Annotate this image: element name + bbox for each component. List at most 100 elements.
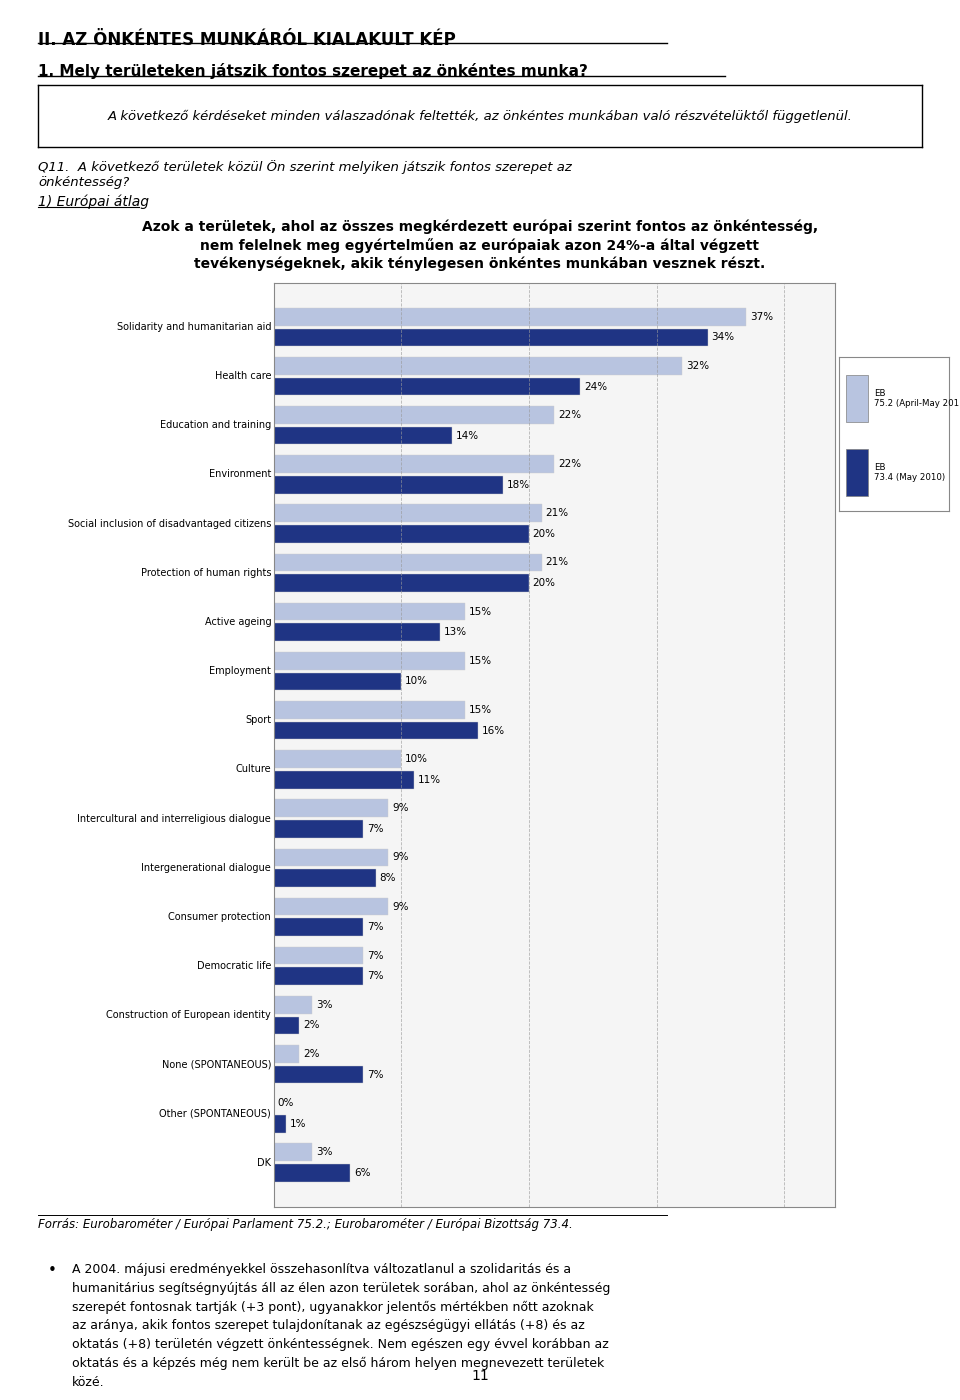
Text: Protection of human rights: Protection of human rights <box>141 568 271 578</box>
Text: Forrás: Eurobarométer / Európai Parlament 75.2.; Eurobarométer / Európai Bizotts: Forrás: Eurobarométer / Európai Parlamen… <box>38 1218 573 1231</box>
Text: 7%: 7% <box>367 823 383 834</box>
Text: 15%: 15% <box>468 606 492 616</box>
Text: 13%: 13% <box>444 627 467 637</box>
Bar <box>846 375 868 421</box>
Bar <box>274 525 529 543</box>
Bar <box>274 848 389 867</box>
Bar <box>274 1114 286 1133</box>
Text: EB
73.4 (May 2010): EB 73.4 (May 2010) <box>875 463 946 482</box>
Text: Intercultural and interreligious dialogue: Intercultural and interreligious dialogu… <box>78 813 271 823</box>
Text: 0%: 0% <box>277 1098 294 1107</box>
Text: •: • <box>48 1263 57 1278</box>
Text: 9%: 9% <box>393 853 409 862</box>
Text: DK: DK <box>257 1158 271 1168</box>
Text: 7%: 7% <box>367 1070 383 1079</box>
Text: A 2004. májusi eredményekkel összehasonlítva változatlanul a szolidaritás és a: A 2004. májusi eredményekkel összehasonl… <box>72 1263 571 1275</box>
Text: közé.: közé. <box>72 1376 105 1389</box>
Text: Azok a területek, ahol az összes megkérdezett európai szerint fontos az önkéntes: Azok a területek, ahol az összes megkérd… <box>142 220 818 234</box>
Bar <box>274 869 375 886</box>
Bar <box>274 574 529 592</box>
Bar <box>274 406 554 424</box>
Text: 15%: 15% <box>468 706 492 715</box>
Text: Solidarity and humanitarian aid: Solidarity and humanitarian aid <box>117 322 271 332</box>
Text: szerepét fontosnak tartják (+3 pont), ugyanakkor jelentős mértékben nőtt azoknak: szerepét fontosnak tartják (+3 pont), ug… <box>72 1301 593 1313</box>
Bar <box>274 1144 312 1161</box>
Bar <box>274 553 541 571</box>
Bar <box>274 652 465 669</box>
Bar <box>274 995 312 1014</box>
Text: 2%: 2% <box>303 1049 320 1058</box>
Text: 32%: 32% <box>685 361 709 371</box>
Bar <box>274 918 363 937</box>
Bar <box>274 771 414 788</box>
Bar <box>274 476 503 494</box>
Text: Active ageing: Active ageing <box>204 617 271 627</box>
Text: EB
75.2 (April-May 2011): EB 75.2 (April-May 2011) <box>875 389 960 409</box>
Text: 3%: 3% <box>316 1000 332 1009</box>
Text: 1. Mely területeken játszik fontos szerepet az önkéntes munka?: 1. Mely területeken játszik fontos szere… <box>38 63 588 78</box>
Text: Consumer protection: Consumer protection <box>168 911 271 921</box>
Text: az aránya, akik fontos szerepet tulajdonítanak az egészségügyi ellátás (+8) és a: az aránya, akik fontos szerepet tulajdon… <box>72 1319 585 1333</box>
Text: 22%: 22% <box>558 410 582 420</box>
Bar <box>274 750 401 767</box>
Bar <box>274 967 363 986</box>
Text: Construction of European identity: Construction of European identity <box>107 1011 271 1021</box>
Text: Q11.  A következő területek közül Ön szerint melyiken játszik fontos szerepet az: Q11. A következő területek közül Ön szer… <box>38 160 572 174</box>
Text: humanitárius segítségnyújtás áll az élen azon területek sorában, ahol az önkénte: humanitárius segítségnyújtás áll az élen… <box>72 1282 611 1295</box>
Text: Employment: Employment <box>209 666 271 676</box>
Text: None (SPONTANEOUS): None (SPONTANEOUS) <box>161 1060 271 1070</box>
Text: A következő kérdéseket minden válaszadónak feltették, az önkéntes munkában való : A következő kérdéseket minden válaszadón… <box>108 109 852 123</box>
Bar <box>846 449 868 496</box>
Bar <box>274 308 746 326</box>
Bar <box>274 427 452 444</box>
Text: 15%: 15% <box>468 655 492 666</box>
Bar <box>274 1016 300 1035</box>
Text: 24%: 24% <box>584 382 607 392</box>
Bar <box>274 603 465 620</box>
Bar <box>274 701 465 718</box>
Text: 7%: 7% <box>367 951 383 960</box>
Text: Other (SPONTANEOUS): Other (SPONTANEOUS) <box>159 1109 271 1119</box>
Text: Democratic life: Democratic life <box>197 960 271 972</box>
Text: 20%: 20% <box>533 578 556 588</box>
Text: 8%: 8% <box>379 874 396 883</box>
Text: oktatás és a képzés még nem került be az első három helyen megnevezett területek: oktatás és a képzés még nem került be az… <box>72 1358 604 1371</box>
Text: oktatás (+8) területén végzett önkéntességnek. Nem egészen egy évvel korábban az: oktatás (+8) területén végzett önkéntess… <box>72 1338 609 1351</box>
Text: 7%: 7% <box>367 972 383 981</box>
Bar <box>274 946 363 965</box>
Text: 6%: 6% <box>354 1168 371 1177</box>
Text: 20%: 20% <box>533 529 556 539</box>
Text: Sport: Sport <box>245 715 271 725</box>
Text: önkéntesség?: önkéntesség? <box>38 176 130 189</box>
Text: 16%: 16% <box>482 725 505 735</box>
Text: 37%: 37% <box>750 312 773 322</box>
Text: Social inclusion of disadvantaged citizens: Social inclusion of disadvantaged citize… <box>68 518 271 529</box>
Bar <box>274 672 401 690</box>
Text: 3%: 3% <box>316 1147 332 1158</box>
Text: 21%: 21% <box>545 508 568 518</box>
Text: 14%: 14% <box>456 431 479 441</box>
Text: 34%: 34% <box>711 332 734 343</box>
Bar <box>274 329 708 346</box>
Text: Environment: Environment <box>208 469 271 479</box>
Bar <box>274 455 554 473</box>
Text: 7%: 7% <box>367 923 383 932</box>
Bar <box>274 1065 363 1084</box>
Text: 10%: 10% <box>405 676 428 686</box>
Bar <box>274 378 580 395</box>
Bar <box>274 799 389 818</box>
Text: 1) Európai átlag: 1) Európai átlag <box>38 195 150 209</box>
Text: 11: 11 <box>471 1369 489 1383</box>
Bar <box>274 820 363 837</box>
Text: Intergenerational dialogue: Intergenerational dialogue <box>141 862 271 872</box>
Text: 21%: 21% <box>545 557 568 567</box>
Text: 9%: 9% <box>393 804 409 813</box>
Bar <box>274 721 478 739</box>
Text: 1%: 1% <box>290 1119 306 1128</box>
Bar <box>274 357 682 375</box>
Text: 2%: 2% <box>303 1021 320 1030</box>
Text: Health care: Health care <box>215 371 271 381</box>
Text: Culture: Culture <box>235 764 271 774</box>
Text: nem felelnek meg egyértelműen az európaiak azon 24%-a által végzett: nem felelnek meg egyértelműen az európai… <box>201 238 759 253</box>
Text: Education and training: Education and training <box>160 420 271 430</box>
